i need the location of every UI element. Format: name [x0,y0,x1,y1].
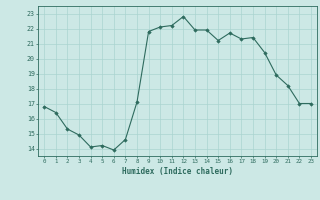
X-axis label: Humidex (Indice chaleur): Humidex (Indice chaleur) [122,167,233,176]
